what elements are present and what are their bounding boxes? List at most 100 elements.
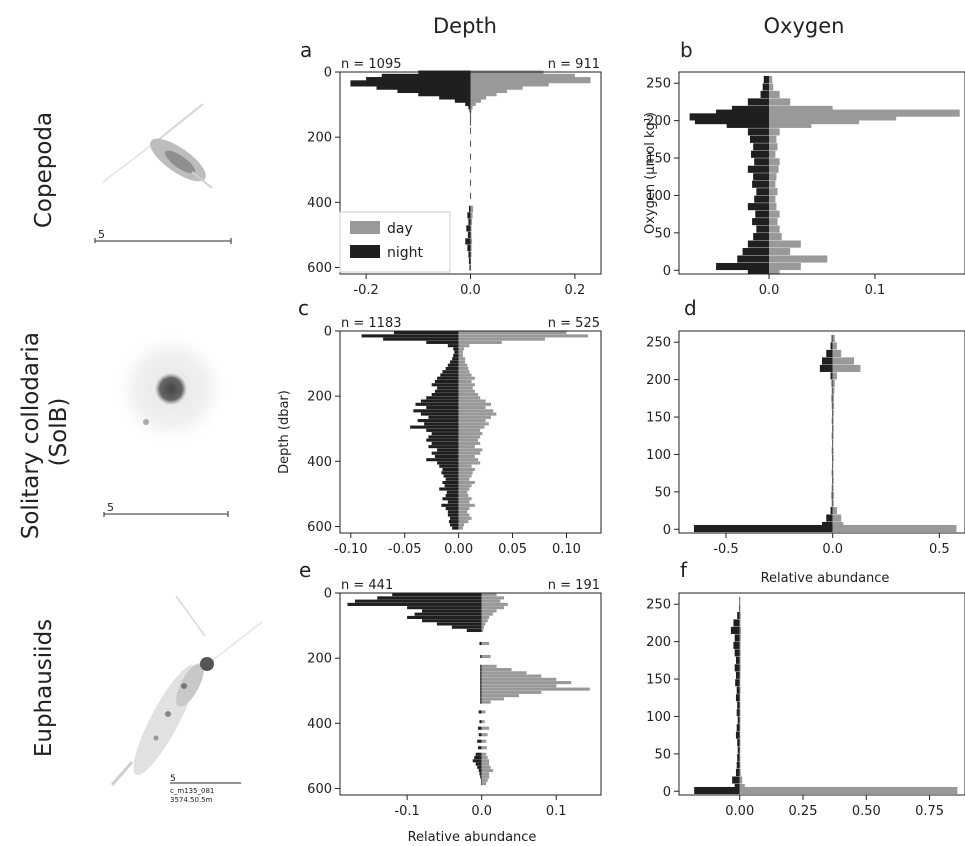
bar-day <box>832 462 834 470</box>
bar-night <box>413 409 459 413</box>
bar-day <box>739 786 958 795</box>
bar-night <box>480 690 482 694</box>
bar-day <box>769 188 778 196</box>
x-tick-label: 0.2 <box>565 283 586 298</box>
x-tick-label: 0.00 <box>725 804 754 819</box>
bar-night <box>467 212 471 219</box>
bar-day <box>769 109 960 117</box>
bar-day <box>769 135 777 143</box>
bar-night <box>480 684 482 688</box>
bar-day <box>458 510 468 514</box>
bar-night <box>480 677 482 681</box>
bar-day <box>739 619 741 627</box>
bar-day <box>458 344 470 348</box>
bar-day <box>470 153 472 160</box>
bar-night <box>822 357 833 365</box>
bar-night <box>736 761 740 769</box>
y-tick-label: 200 <box>307 131 332 146</box>
bar-day <box>481 700 491 704</box>
x-tick-label: 0.0 <box>822 542 843 557</box>
bar-day <box>458 448 483 452</box>
bar-night <box>749 135 770 143</box>
y-tick-label: 100 <box>646 710 671 725</box>
bar-night <box>417 419 459 423</box>
bar-night <box>831 469 833 477</box>
bar-day <box>458 363 468 367</box>
bar-night <box>453 353 459 357</box>
row-title-line: Copepoda <box>31 112 57 228</box>
bar-night <box>469 127 471 134</box>
y-tick-label: 250 <box>646 77 671 92</box>
bar-night <box>447 513 459 517</box>
x-tick-label: 0.05 <box>498 542 527 557</box>
bar-night <box>454 350 459 354</box>
bar-night <box>468 251 471 258</box>
bar-night <box>437 461 459 465</box>
bar-night <box>465 99 471 107</box>
y-tick-label: 50 <box>654 747 671 762</box>
panel-letter: a <box>300 38 312 62</box>
bar-night <box>350 80 471 87</box>
bar-night <box>477 739 482 743</box>
bar-night <box>736 709 740 717</box>
bar-night <box>747 240 770 248</box>
bar-day <box>739 731 741 739</box>
scale-bar <box>94 238 232 244</box>
bar-day <box>458 422 489 426</box>
bar-day <box>481 681 572 685</box>
bar-day <box>458 392 479 397</box>
bar-day <box>481 596 505 600</box>
bar-night <box>447 363 459 367</box>
bar-night <box>753 173 770 181</box>
bar-night <box>447 510 459 514</box>
bar-day <box>458 353 463 357</box>
y-tick-label: 200 <box>307 652 332 667</box>
bar-night <box>735 656 740 664</box>
bar-night <box>730 626 740 634</box>
bar-day <box>832 379 835 387</box>
bar-day <box>458 425 485 429</box>
bar-day <box>481 674 542 678</box>
bar-day <box>481 782 487 786</box>
bar-day <box>481 746 487 750</box>
bar-day <box>832 409 834 417</box>
bar-night <box>832 424 833 432</box>
bar-day <box>470 218 473 225</box>
bar-day <box>481 612 493 616</box>
bar-night <box>437 448 459 452</box>
bar-night <box>747 98 770 106</box>
bar-day <box>739 656 741 664</box>
bar-day <box>458 435 481 439</box>
row-title-line: Euphausiids <box>31 619 57 757</box>
bar-night <box>445 493 459 498</box>
bar-day <box>458 383 475 387</box>
row-title-euphausiids: Euphausiids <box>31 619 57 757</box>
bar-day <box>832 507 837 515</box>
bar-night <box>469 179 471 186</box>
bar-day <box>458 415 491 419</box>
bar-night <box>426 458 459 462</box>
image-caption-line: c_m135_081 <box>170 787 214 795</box>
bar-night <box>737 716 740 724</box>
bar-day <box>458 409 494 413</box>
bar-day <box>769 128 780 136</box>
bar-night <box>447 500 459 504</box>
bar-day <box>769 248 791 256</box>
bar-day <box>481 769 493 773</box>
bar-day <box>832 394 834 402</box>
bar-night <box>422 609 482 613</box>
bar-night <box>754 158 770 166</box>
bar-day <box>458 340 502 344</box>
bar-day <box>769 158 780 166</box>
plot-frame <box>678 71 965 275</box>
bar-night <box>445 366 459 371</box>
bar-day <box>470 244 472 252</box>
bar-night <box>397 86 471 94</box>
bar-day <box>458 373 472 377</box>
bar-day <box>470 90 497 97</box>
bar-night <box>467 244 471 252</box>
x-tick-label: -0.1 <box>394 804 419 819</box>
bar-day <box>458 480 475 485</box>
bar-day <box>458 471 473 475</box>
bar-night <box>428 445 459 449</box>
